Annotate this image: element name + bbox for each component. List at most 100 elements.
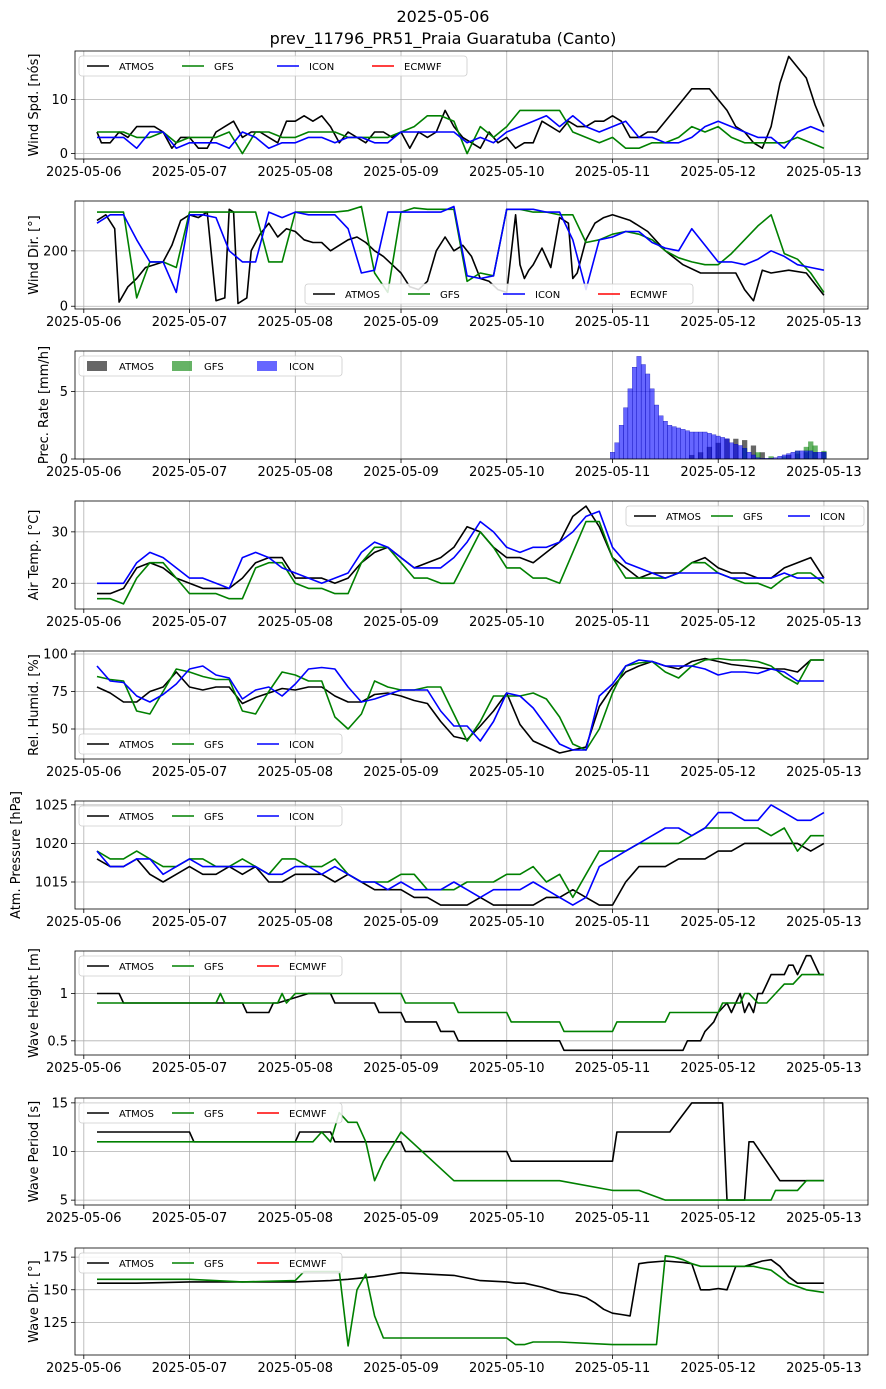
x-tick-label: 2025-05-11 — [575, 465, 651, 480]
legend: ATMOS GFS ICON — [78, 805, 343, 827]
y-axis-label: Prec. Rate [mm/h] — [37, 346, 52, 464]
x-tick-label: 2025-05-09 — [363, 465, 439, 480]
legend-box — [625, 505, 865, 527]
legend-box — [78, 1252, 343, 1274]
y-axis-label: Wave Height [m] — [27, 948, 42, 1058]
bar-icon — [812, 452, 818, 459]
bar-icon — [685, 430, 690, 459]
x-tick-label: 2025-05-06 — [46, 1211, 122, 1226]
bar-icon — [649, 388, 655, 459]
x-tick-label: 2025-05-13 — [786, 765, 862, 780]
x-tick-label: 2025-05-11 — [575, 315, 651, 330]
y-tick-label: 0 — [60, 300, 68, 315]
y-tick-label: 75 — [51, 685, 68, 700]
x-tick-label: 2025-05-13 — [786, 165, 862, 180]
x-tick-label: 2025-05-11 — [575, 1361, 651, 1376]
panel-9: 2025-05-06 2025-05-07 2025-05-08 2025-05-09… — [27, 1247, 869, 1376]
axes-frame — [74, 350, 869, 460]
legend-swatch-gfs — [172, 361, 192, 371]
bar-icon — [737, 445, 743, 459]
bar-atmos — [759, 452, 765, 459]
x-tick-label: 2025-05-07 — [152, 165, 228, 180]
figure-title: 2025-05-06 — [396, 7, 490, 26]
x-tick-label: 2025-05-06 — [46, 315, 122, 330]
x-tick-label: 2025-05-11 — [575, 1061, 651, 1076]
x-tick-label: 2025-05-06 — [46, 615, 122, 630]
x-tick-label: 2025-05-11 — [575, 915, 651, 930]
legend: ATMOS GFS ICON — [78, 355, 343, 377]
x-tick-label: 2025-05-09 — [363, 165, 439, 180]
bar-icon — [711, 434, 717, 459]
bar-icon — [614, 442, 620, 459]
bar-icon — [790, 452, 796, 459]
plot-area — [96, 657, 824, 754]
y-tick-label: 200 — [43, 244, 68, 259]
series-line-atmos — [96, 842, 825, 906]
plot-area — [97, 954, 824, 1052]
x-tick-label: 2025-05-06 — [46, 465, 122, 480]
bar-icon — [654, 404, 659, 459]
x-tick-label: 2025-05-06 — [46, 1061, 122, 1076]
y-axis-label: Wave Dir. [°] — [27, 1260, 42, 1343]
bar-gfs — [808, 441, 814, 459]
legend-label-icon: ICON — [289, 362, 314, 373]
x-tick-label: 2025-05-12 — [680, 915, 756, 930]
x-tick-label: 2025-05-06 — [46, 1361, 122, 1376]
x-tick-label: 2025-05-12 — [680, 315, 756, 330]
legend-box — [78, 955, 343, 977]
bar-gfs — [768, 456, 774, 459]
legend: ATMOS GFS ICON — [78, 733, 343, 755]
bar-icon — [786, 453, 792, 459]
bar-icon — [693, 431, 699, 459]
x-tick-label: 2025-05-08 — [257, 465, 333, 480]
bar-icon — [702, 431, 708, 459]
plot-area — [610, 356, 827, 459]
x-tick-label: 2025-05-07 — [152, 315, 228, 330]
legend-swatch-icon — [257, 361, 277, 371]
y-tick-label: 1025 — [35, 798, 68, 813]
plot-area — [96, 55, 825, 155]
bar-icon — [667, 425, 673, 459]
legend-label-gfs: GFS — [204, 812, 224, 823]
y-tick-label: 30 — [51, 525, 68, 540]
legend: ATMOS GFS ECMWF — [78, 1102, 343, 1124]
figure-titles: 2025-05-06 prev_11796_PR51_Praia Guaratu… — [0, 6, 886, 50]
series-line-atmos — [97, 505, 825, 595]
x-tick-label: 2025-05-07 — [152, 915, 228, 930]
y-axis-label: Wind Spd. [nós] — [27, 54, 42, 157]
x-tick-label: 2025-05-10 — [469, 765, 545, 780]
series-line-gfs — [96, 657, 824, 751]
series-line-atmos — [97, 1258, 824, 1317]
x-tick-label: 2025-05-12 — [680, 615, 756, 630]
panel-6: 2025-05-06 2025-05-07 2025-05-08 2025-05-09… — [9, 791, 869, 930]
x-tick-label: 2025-05-06 — [46, 765, 122, 780]
y-tick-label: 50 — [51, 723, 68, 738]
bar-icon — [676, 427, 681, 459]
legend-label-gfs: GFS — [204, 962, 224, 973]
y-tick-label: 125 — [43, 1316, 68, 1331]
panel-1: 2025-05-06 2025-05-07 2025-05-08 2025-05-09… — [27, 50, 869, 180]
bar-atmos — [750, 445, 757, 459]
x-tick-label: 2025-05-07 — [152, 615, 228, 630]
legend-label-atmos: ATMOS — [119, 62, 154, 73]
legend-label-gfs: GFS — [204, 362, 224, 373]
bar-icon — [689, 431, 695, 459]
legend-label-gfs: GFS — [204, 1259, 224, 1270]
bar-icon — [627, 388, 633, 459]
legend-box — [304, 283, 694, 305]
axes-frame — [74, 650, 869, 760]
y-axis-label: Air Temp. [°C] — [27, 510, 42, 601]
bar-icon — [733, 443, 739, 459]
series-line-gfs — [97, 520, 825, 605]
y-tick-label: 10 — [51, 93, 68, 108]
x-tick-label: 2025-05-08 — [257, 765, 333, 780]
legend-label-atmos: ATMOS — [119, 1109, 154, 1120]
bar-icon — [746, 452, 752, 459]
y-tick-label: 0.5 — [47, 1034, 68, 1049]
x-tick-label: 2025-05-11 — [575, 1211, 651, 1226]
legend: ATMOS GFS ICON — [625, 505, 865, 527]
bar-icon — [623, 407, 629, 459]
x-tick-label: 2025-05-13 — [786, 615, 862, 630]
x-tick-label: 2025-05-10 — [469, 465, 545, 480]
bar-icon — [618, 425, 624, 459]
